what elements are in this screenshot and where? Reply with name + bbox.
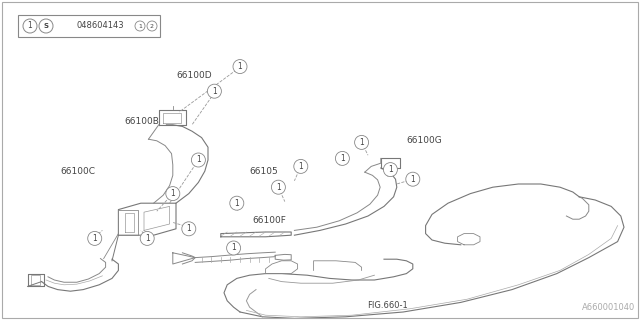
Circle shape [191,153,205,167]
Circle shape [230,196,244,210]
Circle shape [140,231,154,245]
Text: 66105: 66105 [250,167,278,176]
Circle shape [182,222,196,236]
Text: 1: 1 [138,23,142,28]
Text: 1: 1 [92,234,97,243]
Text: 1: 1 [234,199,239,208]
Text: 1: 1 [276,183,281,192]
Circle shape [23,19,37,33]
Text: 1: 1 [231,244,236,252]
Text: 1: 1 [359,138,364,147]
Text: 66100C: 66100C [61,167,96,176]
Text: 1: 1 [145,234,150,243]
Text: 1: 1 [237,62,243,71]
Text: 1: 1 [28,21,33,30]
Text: 1: 1 [170,189,175,198]
Circle shape [227,241,241,255]
Text: 66100F: 66100F [253,216,287,225]
Circle shape [355,135,369,149]
Text: A660001040: A660001040 [582,303,635,312]
Text: S: S [44,23,49,29]
Text: 66100B: 66100B [125,117,159,126]
Text: 1: 1 [410,175,415,184]
Text: 1: 1 [298,162,303,171]
Circle shape [207,84,221,98]
Circle shape [166,187,180,201]
Circle shape [335,151,349,165]
Circle shape [135,21,145,31]
FancyBboxPatch shape [18,15,160,37]
Circle shape [406,172,420,186]
Text: 1: 1 [212,87,217,96]
Circle shape [294,159,308,173]
Circle shape [39,19,53,33]
Text: 66100G: 66100G [406,136,442,145]
Text: FIG.660-1: FIG.660-1 [367,301,408,310]
Text: 2: 2 [150,23,154,28]
Text: 1: 1 [196,156,201,164]
Circle shape [88,231,102,245]
Text: 1: 1 [388,165,393,174]
Text: 048604143: 048604143 [76,21,124,30]
Text: 66100D: 66100D [176,71,212,80]
Circle shape [383,163,397,177]
Circle shape [147,21,157,31]
Text: 1: 1 [186,224,191,233]
Circle shape [271,180,285,194]
Circle shape [233,60,247,74]
Text: 1: 1 [340,154,345,163]
